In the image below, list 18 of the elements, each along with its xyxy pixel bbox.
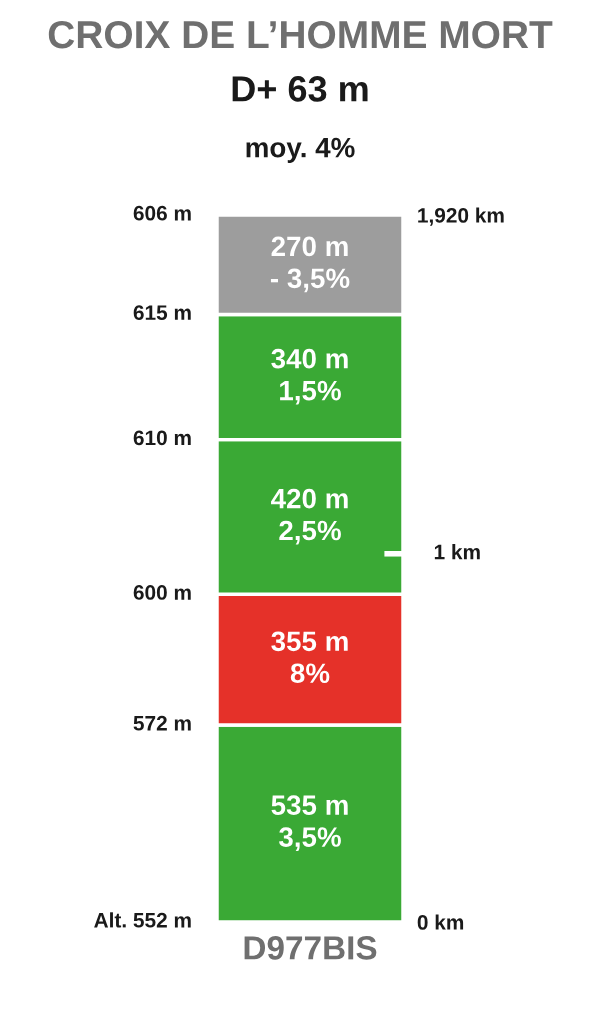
data-label: 270 m - 3,5% — [270, 236, 350, 293]
text: 600 m — [133, 585, 191, 600]
data-label: 355 m 8% — [271, 631, 348, 684]
data-label: 340 m 1,5% — [271, 348, 348, 405]
text: moy. 4% — [246, 137, 355, 163]
text: 610 m — [133, 430, 191, 446]
ref-line-label: 1 km — [434, 544, 480, 560]
chart-subtitle: D+ 63 m — [232, 76, 368, 102]
y-tick-label: 1,920 km — [418, 207, 504, 226]
x-axis-title: D977BIS — [244, 936, 377, 960]
chart-title: CROIX DE L’HOMME MORT — [48, 20, 553, 49]
text: Alt. 552 m — [94, 912, 191, 928]
text: 615 m — [133, 305, 191, 321]
text: 572 m — [133, 715, 191, 731]
y-tick-label: 0 km — [417, 914, 464, 930]
data-label: 420 m 2,5% — [271, 488, 348, 545]
text: 606 m — [133, 205, 191, 221]
data-label: 535 m 3,5% — [271, 795, 348, 851]
